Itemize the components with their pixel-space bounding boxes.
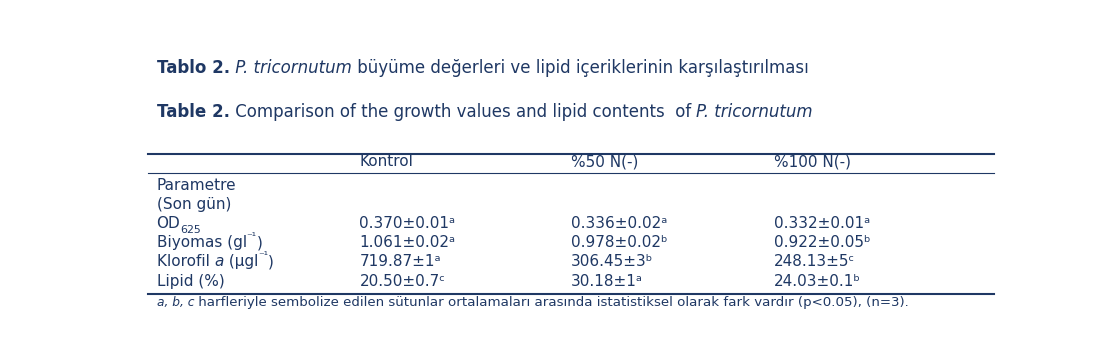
Text: ⁻¹: ⁻¹ (258, 251, 268, 261)
Text: 30.18±1ᵃ: 30.18±1ᵃ (570, 274, 643, 289)
Text: Comparison of the growth values and lipid contents  of: Comparison of the growth values and lipi… (229, 103, 696, 121)
Text: Kontrol: Kontrol (360, 155, 413, 169)
Text: ): ) (268, 255, 274, 269)
Text: 20.50±0.7ᶜ: 20.50±0.7ᶜ (360, 274, 446, 289)
Text: Table 2.: Table 2. (156, 103, 229, 121)
Text: (Son gün): (Son gün) (156, 197, 231, 212)
Text: OD: OD (156, 216, 180, 231)
Text: 0.336±0.02ᵃ: 0.336±0.02ᵃ (570, 216, 667, 231)
Text: 248.13±5ᶜ: 248.13±5ᶜ (774, 255, 854, 269)
Text: 306.45±3ᵇ: 306.45±3ᵇ (570, 255, 653, 269)
Text: 0.922±0.05ᵇ: 0.922±0.05ᵇ (774, 235, 870, 250)
Text: 0.370±0.01ᵃ: 0.370±0.01ᵃ (360, 216, 456, 231)
Text: 0.978±0.02ᵇ: 0.978±0.02ᵇ (570, 235, 667, 250)
Text: Lipid (%): Lipid (%) (156, 274, 224, 289)
Text: ): ) (256, 235, 263, 250)
Text: büyüme değerleri ve lipid içeriklerinin karşılaştırılması: büyüme değerleri ve lipid içeriklerinin … (352, 59, 809, 77)
Text: 719.87±1ᵃ: 719.87±1ᵃ (360, 255, 441, 269)
Text: P. tricornutum: P. tricornutum (696, 103, 812, 121)
Text: Parametre: Parametre (156, 178, 236, 193)
Text: 1.061±0.02ᵃ: 1.061±0.02ᵃ (360, 235, 456, 250)
Text: ⁻¹: ⁻¹ (246, 232, 256, 242)
Text: harfleriyle sembolize edilen sütunlar ortalamaları arasında istatistiksel olarak: harfleriyle sembolize edilen sütunlar or… (194, 296, 909, 309)
Text: (μgl: (μgl (224, 255, 258, 269)
Text: a, b, c: a, b, c (156, 296, 194, 309)
Text: Klorofil: Klorofil (156, 255, 214, 269)
Text: 625: 625 (180, 225, 201, 235)
Text: 24.03±0.1ᵇ: 24.03±0.1ᵇ (774, 274, 861, 289)
Text: 0.332±0.01ᵃ: 0.332±0.01ᵃ (774, 216, 870, 231)
Text: %100 N(-): %100 N(-) (774, 155, 851, 169)
Text: a: a (214, 255, 224, 269)
Text: P. tricornutum: P. tricornutum (229, 59, 352, 77)
Text: Tablo 2.: Tablo 2. (156, 59, 229, 77)
Text: Biyomas (gl: Biyomas (gl (156, 235, 246, 250)
Text: %50 N(-): %50 N(-) (570, 155, 638, 169)
